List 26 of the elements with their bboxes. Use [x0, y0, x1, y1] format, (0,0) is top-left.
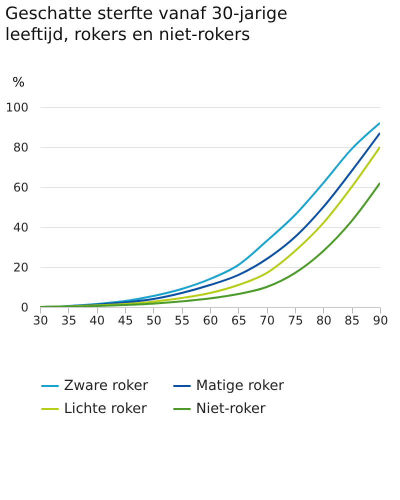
y-tick-label: 80: [13, 140, 28, 154]
x-tick-label: 70: [260, 314, 275, 328]
x-tick-label: 90: [372, 314, 388, 328]
x-tick-label: 55: [174, 314, 190, 328]
y-tick-label: 40: [13, 220, 28, 234]
legend-label: Lichte roker: [64, 401, 148, 417]
x-tick-label: 75: [288, 314, 304, 328]
x-tick-label: 35: [61, 314, 76, 328]
y-tick-label: 20: [13, 260, 28, 274]
legend-label: Matige roker: [196, 378, 284, 394]
legend-label: Niet-roker: [196, 401, 266, 417]
line-series: [40, 182, 380, 307]
x-tick-label: 80: [316, 314, 332, 328]
y-axis-title: %: [12, 76, 25, 90]
x-tick-label: 85: [344, 314, 360, 328]
x-tick-label: 60: [202, 314, 218, 328]
x-tick-label: 30: [32, 314, 48, 328]
y-tick-label: 100: [6, 100, 28, 114]
x-tick-label: 45: [118, 314, 134, 328]
x-tick-label: 50: [146, 314, 162, 328]
x-tick-label: 40: [90, 314, 105, 328]
chart-title: Geschatte sterfte vanaf 30-jarige leeftijd, rokers en niet-rokers: [5, 4, 288, 45]
y-tick-label: 0: [20, 300, 28, 314]
y-tick-label: 60: [13, 180, 28, 194]
legend-label: Zware roker: [64, 378, 148, 394]
x-tick-label: 65: [231, 314, 246, 328]
